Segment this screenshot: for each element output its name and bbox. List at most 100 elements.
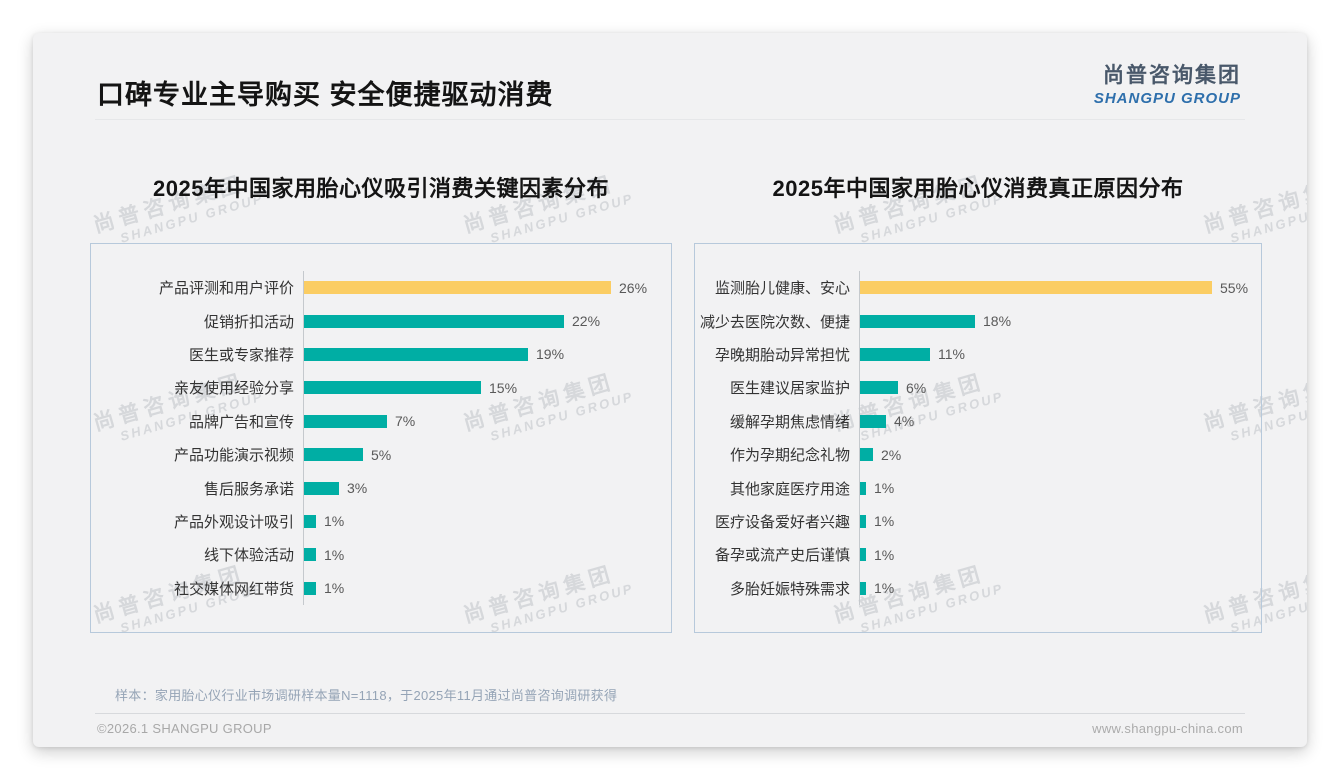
bar-area: 7%: [303, 404, 671, 438]
bar-value-label: 1%: [874, 546, 895, 563]
bar-value-label: 1%: [874, 513, 895, 530]
bar-row: 产品功能演示视频 5%: [91, 437, 671, 472]
bar: [860, 448, 873, 462]
bar-row: 备孕或流产史后谨慎 1%: [695, 538, 1261, 572]
copyright-text: ©2026.1 SHANGPU GROUP: [97, 721, 272, 736]
category-label: 作为孕期纪念礼物: [729, 447, 850, 465]
bar-value-label: 26%: [619, 279, 648, 296]
category-label: 产品评测和用户评价: [158, 280, 294, 298]
footer: ©2026.1 SHANGPU GROUP www.shangpu-china.…: [97, 721, 1243, 736]
category-label: 孕晚期胎动异常担忧: [714, 346, 850, 364]
bar-area: 5%: [303, 437, 671, 472]
logo-chinese-text: 尚普咨询集团: [1103, 64, 1241, 87]
bar-value-label: 4%: [894, 413, 915, 430]
bar-row: 产品外观设计吸引 1%: [91, 504, 671, 539]
bar-row: 作为孕期纪念礼物 2%: [695, 437, 1261, 472]
bar-row: 线下体验活动 1%: [91, 538, 671, 572]
bar-area: 1%: [859, 471, 1261, 505]
bar: [304, 581, 316, 595]
bar-value-label: 2%: [881, 446, 902, 463]
category-label: 医生或专家推荐: [188, 346, 294, 364]
bar: [304, 281, 611, 295]
bar-area: 1%: [303, 538, 671, 572]
bar-value-label: 19%: [536, 346, 565, 363]
category-label: 医疗设备爱好者兴趣: [714, 513, 850, 531]
bar-area: 4%: [859, 404, 1261, 438]
bar-value-label: 1%: [874, 480, 895, 497]
bar-row: 产品评测和用户评价 26%: [91, 271, 671, 305]
bar-row: 监测胎儿健康、安心 55%: [695, 271, 1261, 305]
bar: [860, 548, 866, 562]
bar-row: 品牌广告和宣传 7%: [91, 404, 671, 438]
bar: [860, 314, 975, 328]
bar: [860, 414, 886, 428]
bar-value-label: 22%: [572, 313, 601, 330]
bar: [304, 414, 387, 428]
category-label: 售后服务承诺: [203, 480, 294, 498]
bar-value-label: 1%: [324, 513, 345, 530]
bar-row: 医疗设备爱好者兴趣 1%: [695, 504, 1261, 539]
bar-value-label: 15%: [489, 379, 518, 396]
bar-row: 多胎妊娠特殊需求 1%: [695, 571, 1261, 605]
bar: [304, 548, 316, 562]
bar: [304, 314, 564, 328]
left-chart-panel: 产品评测和用户评价 26% 促销折扣活动 22% 医生或专家推荐 19% 亲友使用经验分享 1…: [90, 243, 672, 633]
category-label: 备孕或流产史后谨慎: [714, 547, 850, 565]
bar: [304, 514, 316, 528]
bar-row: 售后服务承诺 3%: [91, 471, 671, 505]
bar-value-label: 7%: [395, 413, 416, 430]
bar: [860, 381, 898, 395]
category-label: 促销折扣活动: [203, 313, 294, 331]
footer-divider: [95, 713, 1245, 714]
bar-area: 6%: [859, 371, 1261, 405]
bar-area: 1%: [859, 538, 1261, 572]
right-chart-title: 2025年中国家用胎心仪消费真正原因分布: [772, 176, 1184, 201]
category-label: 缓解孕期焦虑情绪: [729, 413, 850, 431]
bar: [860, 281, 1212, 295]
bar-area: 1%: [303, 504, 671, 539]
bar-area: 19%: [303, 337, 671, 372]
bar-row: 其他家庭医疗用途 1%: [695, 471, 1261, 505]
category-label: 产品功能演示视频: [173, 447, 294, 465]
website-url: www.shangpu-china.com: [1092, 721, 1243, 736]
bar-row: 孕晚期胎动异常担忧 11%: [695, 337, 1261, 372]
logo-english-text: SHANGPU GROUP: [1093, 90, 1241, 107]
bar-row: 亲友使用经验分享 15%: [91, 371, 671, 405]
bar-value-label: 6%: [906, 379, 927, 396]
sample-footnote: 样本：家用胎心仪行业市场调研样本量N=1118，于2025年11月通过尚普咨询调…: [115, 688, 618, 703]
bar-value-label: 5%: [371, 446, 392, 463]
bar-value-label: 1%: [324, 580, 345, 597]
bar-area: 2%: [859, 437, 1261, 472]
bar: [860, 514, 866, 528]
bar-value-label: 3%: [347, 480, 368, 497]
category-label: 线下体验活动: [203, 547, 294, 565]
bar-area: 26%: [303, 271, 671, 305]
bar-area: 1%: [859, 571, 1261, 605]
bar-row: 医生建议居家监护 6%: [695, 371, 1261, 405]
bar-area: 15%: [303, 371, 671, 405]
bar-area: 55%: [859, 271, 1261, 305]
bar: [304, 347, 528, 361]
bar-area: 1%: [303, 571, 671, 605]
bar-value-label: 1%: [874, 580, 895, 597]
bar: [860, 481, 866, 495]
bar-area: 18%: [859, 304, 1261, 338]
bar-value-label: 55%: [1220, 279, 1249, 296]
slide: 尚普咨询集团 SHANGPU GROUP 尚普咨询集团 SHANGPU GROUP 尚普…: [33, 33, 1307, 747]
page-title: 口碑专业主导购买 安全便捷驱动消费: [97, 80, 554, 110]
company-logo: 尚普咨询集团 SHANGPU GROUP: [1094, 59, 1241, 107]
category-label: 医生建议居家监护: [729, 380, 850, 398]
bar: [860, 581, 866, 595]
category-label: 亲友使用经验分享: [173, 380, 294, 398]
bar-area: 22%: [303, 304, 671, 338]
bar-row: 促销折扣活动 22%: [91, 304, 671, 338]
bar-area: 3%: [303, 471, 671, 505]
category-label: 减少去医院次数、便捷: [699, 313, 850, 331]
bar-row: 减少去医院次数、便捷 18%: [695, 304, 1261, 338]
left-chart-title: 2025年中国家用胎心仪吸引消费关键因素分布: [153, 176, 609, 201]
bar-value-label: 1%: [324, 546, 345, 563]
bar: [304, 448, 363, 462]
category-label: 监测胎儿健康、安心: [714, 280, 850, 298]
category-label: 品牌广告和宣传: [188, 413, 294, 431]
bar-value-label: 11%: [938, 346, 965, 363]
